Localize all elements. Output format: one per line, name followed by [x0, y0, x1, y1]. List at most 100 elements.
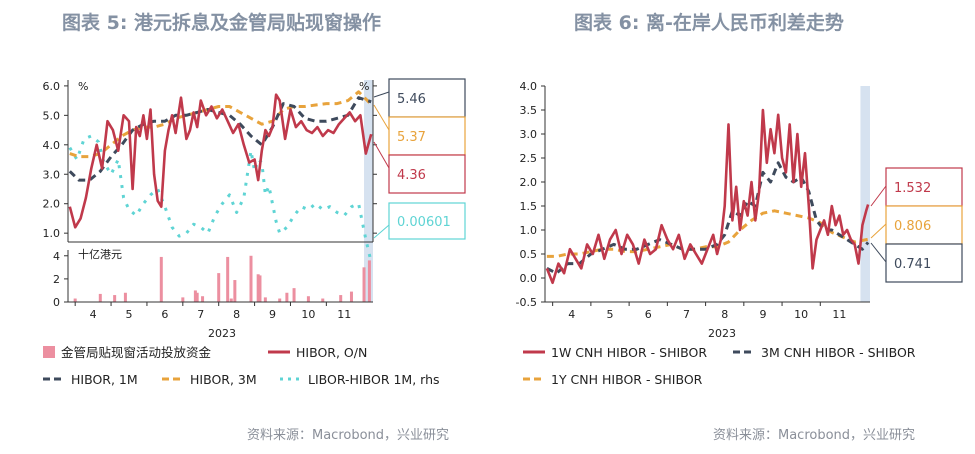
callout-hibor-3m-box: [388, 116, 466, 156]
discount-window-bar: [339, 295, 343, 302]
bar-y-tick-label: 0: [53, 296, 60, 309]
discount-window-bar: [181, 297, 185, 302]
left-chart-title: 图表 5: 港元拆息及金管局贴现窗操作: [62, 12, 382, 34]
x-tick-label: 7: [683, 308, 690, 321]
y-tick-label: 1.5: [520, 200, 538, 213]
x-tick-label: 6: [161, 308, 168, 321]
callout-hibor-on-box: [388, 154, 466, 194]
right-source-note: 资料来源：Macrobond，兴业研究: [713, 428, 916, 443]
y-tick-label: 3.5: [520, 104, 538, 117]
series-line-3m-cnh-hibor-shibor: [546, 161, 870, 275]
x-tick-label: 10: [794, 308, 808, 321]
x-tick-label: 4: [568, 308, 575, 321]
series-line-hibor-3m: [69, 90, 373, 159]
callout-connector: [870, 242, 887, 263]
callout-connector: [870, 223, 887, 239]
series-line-1w-cnh-hibor-shibor: [545, 108, 870, 285]
discount-window-bar: [367, 260, 371, 302]
callout-1y-box: [885, 205, 963, 245]
x-tick-label: 10: [301, 308, 315, 321]
callout-1w: 1.532: [894, 181, 931, 196]
discount-window-bar: [362, 267, 366, 302]
discount-window-bar: [321, 298, 325, 302]
legend-hibor-3m-label: HIBOR, 3M: [190, 372, 257, 387]
discount-window-bar: [349, 291, 353, 302]
y-tick-label: 0.0: [520, 272, 538, 285]
legend-1y-label: 1Y CNH HIBOR - SHIBOR: [551, 372, 703, 387]
y-tick-label: 0.5: [520, 248, 538, 261]
callout-hibor-on: 4.36: [397, 168, 426, 183]
discount-window-bar: [263, 297, 267, 302]
right-chart-title: 图表 6: 离-在岸人民币利差走势: [574, 12, 844, 34]
right-unit-label: %: [359, 80, 369, 93]
y-tick-label: 3.0: [520, 128, 538, 141]
legend-hibor-1m-label: HIBOR, 1M: [71, 372, 138, 387]
discount-window-bar: [292, 288, 296, 302]
discount-window-bar: [193, 290, 197, 302]
recent-period-highlight: [860, 86, 870, 302]
callout-connector: [373, 141, 390, 169]
left-y-tick-label: 2.0: [43, 198, 61, 211]
left-bars-chart: 0 2 4 十亿港元 4 5 6 7 8 9 10 11 2023: [53, 247, 373, 340]
legend-libor-hibor-label: LIBOR-HIBOR 1M, rhs: [308, 372, 440, 387]
callout-hibor-1m-box: [388, 78, 466, 118]
x-tick-label: 7: [197, 308, 204, 321]
callout-1y: 0.806: [894, 219, 931, 234]
x-tick-label: 6: [645, 308, 652, 321]
callout-connector: [373, 104, 390, 131]
callout-connector: [373, 224, 390, 239]
x-tick-label: 5: [126, 308, 133, 321]
left-unit-label: %: [78, 80, 88, 93]
x-tick-label: 4: [90, 308, 97, 321]
callout-connector: [373, 91, 390, 98]
y-tick-label: 1.0: [520, 224, 538, 237]
legend-3m-label: 3M CNH HIBOR - SHIBOR: [761, 345, 916, 360]
x-tick-label: 9: [269, 308, 276, 321]
left-y-tick-label: 1.0: [43, 227, 61, 240]
right-spread-chart: -0.5 0.0 0.5 1.0 1.5 2.0 2.5 3.0 3.5 4.0 4 5 6 7 8 9 10 1…: [516, 80, 963, 340]
y-tick-label: -0.5: [516, 296, 537, 309]
callout-libor-hibor: 0.00601: [397, 215, 451, 230]
discount-window-bar: [229, 298, 233, 302]
left-rates-chart: 1.0 2.0 3.0 4.0 5.0 6.0% % 5.46 5.37 4.36 0.00601: [43, 78, 466, 302]
x-tick-label: 5: [607, 308, 614, 321]
bar-y-tick-label: 4: [53, 250, 60, 263]
left-source-note: 资料来源：Macrobond，兴业研究: [247, 428, 450, 443]
callout-hibor-3m: 5.37: [397, 130, 426, 145]
legend-hibor-on-label: HIBOR, O/N: [296, 345, 367, 360]
left-y-tick-label: 5.0: [43, 109, 61, 122]
discount-window-bar: [233, 280, 237, 302]
left-y-tick-label: 3.0: [43, 168, 61, 181]
x-tick-label: 8: [233, 308, 240, 321]
discount-window-bar: [73, 298, 77, 302]
legend-1w-label: 1W CNH HIBOR - SHIBOR: [551, 345, 707, 360]
discount-window-bar: [217, 273, 221, 302]
callout-connector: [870, 185, 887, 207]
y-tick-label: 2.5: [520, 152, 538, 165]
callout-1w-box: [885, 167, 963, 207]
discount-window-bar: [123, 292, 127, 302]
callout-3m-box: [885, 243, 963, 283]
bar-y-tick-label: 2: [53, 273, 60, 286]
discount-window-bar: [201, 296, 205, 302]
discount-window-bar: [258, 275, 262, 302]
x-tick-label: 9: [759, 308, 766, 321]
x-tick-label: 11: [832, 308, 846, 321]
x-tick-label: 8: [721, 308, 728, 321]
recent-period-highlight: [364, 80, 373, 302]
legends: 金管局贴现窗活动投放资金 HIBOR, O/N HIBOR, 1M HIBOR, 3M…: [43, 345, 916, 387]
callout-libor-hibor-box: [388, 202, 466, 240]
discount-window-bar: [113, 295, 117, 302]
discount-window-bar: [285, 292, 289, 302]
discount-window-bar: [249, 255, 253, 302]
legend-bars-swatch: [43, 346, 55, 358]
x-year-label: 2023: [208, 327, 236, 340]
discount-window-bar: [98, 293, 102, 302]
discount-window-bar: [226, 256, 230, 302]
x-tick-label: 11: [337, 308, 351, 321]
left-y-tick-label: 4.0: [43, 139, 61, 152]
series-line-libor-hibor-1m-rhs: [68, 134, 373, 263]
bar-unit-label: 十亿港元: [78, 247, 122, 261]
left-y-tick-label: 6.0: [43, 80, 61, 93]
